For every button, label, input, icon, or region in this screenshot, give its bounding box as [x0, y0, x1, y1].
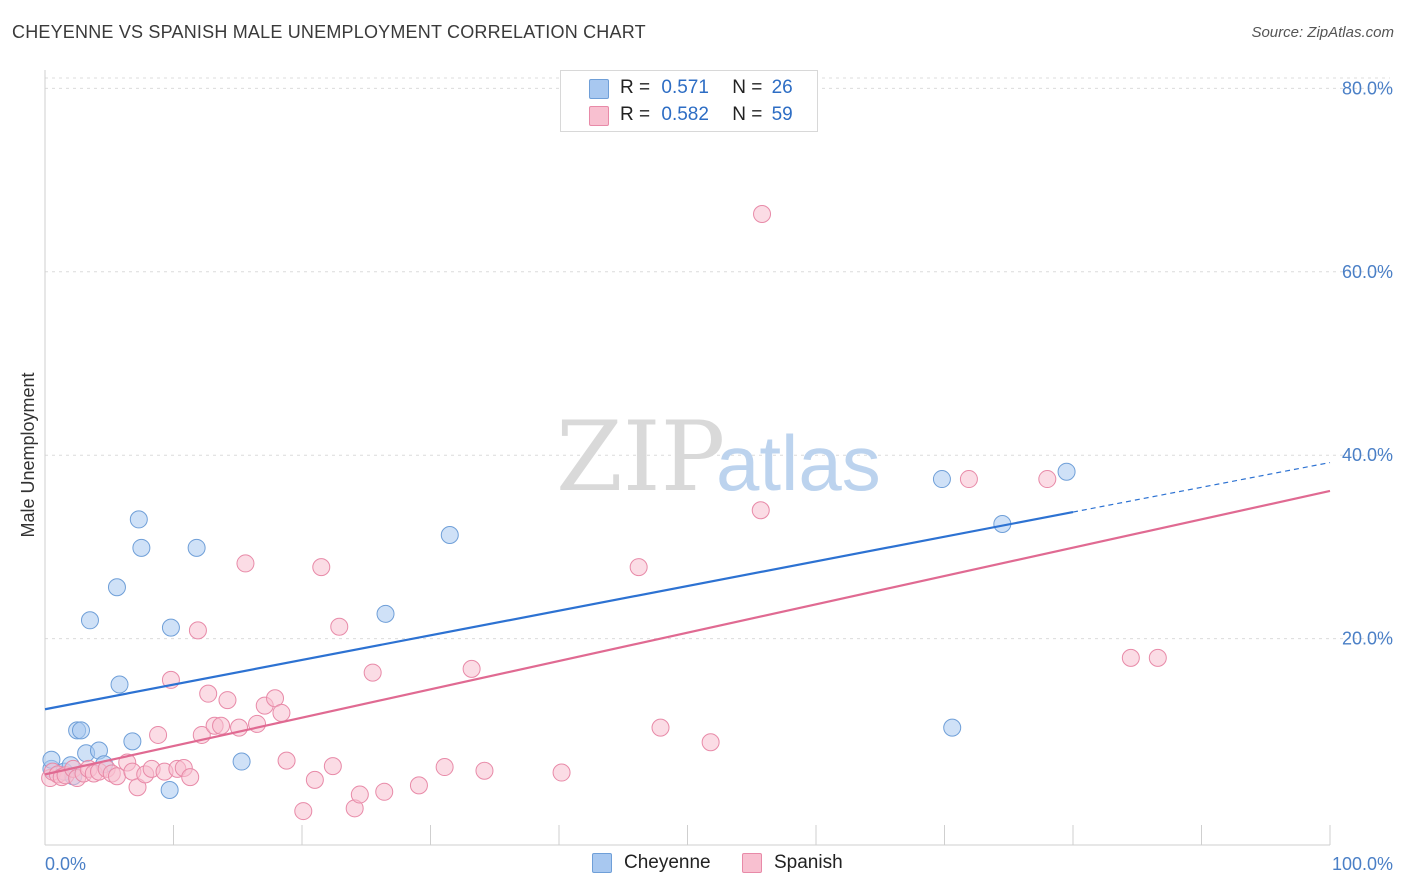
trend-lines — [44, 461, 1331, 776]
spanish-point — [236, 554, 255, 573]
watermark: ZIP atlas — [556, 401, 881, 513]
cheyenne-point — [110, 675, 129, 694]
spanish-point — [199, 684, 218, 703]
spanish-point — [475, 761, 494, 780]
y-tick-label: 60.0% — [1342, 262, 1393, 282]
cheyenne-point — [187, 538, 206, 557]
spanish-point — [375, 782, 394, 801]
spanish-point — [462, 659, 481, 678]
spanish-point — [363, 663, 382, 682]
legend-row-spanish: R = 0.582 N = 59 — [561, 102, 817, 128]
cheyenne-point — [160, 780, 179, 799]
spanish-point — [218, 691, 237, 710]
chart-title: CHEYENNE VS SPANISH MALE UNEMPLOYMENT CO… — [12, 22, 646, 42]
cheyenne-point — [80, 611, 99, 630]
axes — [44, 70, 1331, 846]
spanish-legend-swatch — [742, 853, 762, 873]
spanish-point — [212, 716, 231, 735]
x-tick-label-min: 0.0% — [45, 854, 86, 874]
cheyenne-legend-swatch — [592, 853, 612, 873]
cheyenne-trend-line — [44, 510, 1074, 711]
cheyenne-point — [232, 752, 251, 771]
cheyenne-trend-extension — [1072, 461, 1331, 513]
cheyenne-point — [132, 538, 151, 557]
spanish-point — [277, 751, 296, 770]
axis-labels: 20.0% 40.0% 60.0% 80.0% 0.0% 100.0% Male Unemp… — [18, 78, 1393, 874]
spanish-point — [1121, 648, 1140, 667]
y-axis-title: Male Unemployment — [18, 372, 38, 537]
spanish-point — [350, 785, 369, 804]
spanish-point — [323, 757, 342, 776]
spanish-point — [435, 758, 454, 777]
watermark-atlas: atlas — [716, 419, 881, 507]
n-value: 59 — [771, 104, 793, 125]
spanish-point — [959, 470, 978, 489]
r-label: R = — [620, 104, 651, 125]
cheyenne-point — [71, 721, 90, 740]
cheyenne-point — [161, 618, 180, 637]
cheyenne-point — [943, 718, 962, 737]
spanish-point — [1148, 648, 1167, 667]
cheyenne-point — [440, 526, 459, 544]
y-tick-label: 80.0% — [1342, 78, 1393, 98]
n-value: 26 — [771, 77, 793, 98]
r-label: R = — [620, 77, 651, 98]
spanish-point — [312, 558, 331, 577]
x-tick-label-max: 100.0% — [1332, 854, 1393, 874]
spanish-point — [701, 733, 720, 752]
spanish-point — [294, 802, 313, 821]
r-value: 0.571 — [661, 77, 709, 98]
chart-source: Source: ZipAtlas.com — [1251, 24, 1394, 41]
cheyenne-point — [107, 578, 126, 597]
spanish-point — [272, 703, 291, 722]
spanish-swatch — [589, 106, 609, 126]
cheyenne-point — [123, 732, 142, 751]
cheyenne-point — [1057, 462, 1076, 481]
watermark-zip: ZIP — [556, 401, 725, 513]
spanish-point — [1038, 470, 1057, 489]
n-label: N = — [732, 77, 763, 98]
spanish-point — [149, 725, 168, 744]
spanish-point — [188, 621, 207, 640]
spanish-legend-label: Spanish — [774, 852, 843, 873]
spanish-point — [629, 558, 648, 577]
y-tick-label: 20.0% — [1342, 629, 1393, 649]
y-tick-label: 40.0% — [1342, 445, 1393, 465]
cheyenne-point — [129, 510, 148, 529]
spanish-point — [651, 718, 670, 737]
spanish-point — [409, 776, 428, 795]
n-label: N = — [732, 104, 763, 125]
spanish-point — [552, 763, 571, 782]
spanish-point — [751, 501, 770, 520]
legend-row-cheyenne: R = 0.571 N = 26 — [561, 75, 817, 101]
stats-legend: R = 0.571 N = 26 R = 0.582 N = 59 — [560, 70, 818, 132]
cheyenne-point — [932, 470, 951, 489]
cheyenne-point — [376, 604, 395, 623]
spanish-point — [305, 770, 324, 789]
spanish-point — [330, 617, 349, 636]
cheyenne-legend-label: Cheyenne — [624, 852, 711, 873]
spanish-trend-line — [44, 489, 1331, 776]
r-value: 0.582 — [661, 104, 709, 125]
cheyenne-swatch — [589, 79, 609, 99]
spanish-point — [753, 204, 772, 223]
spanish-point — [181, 768, 200, 787]
